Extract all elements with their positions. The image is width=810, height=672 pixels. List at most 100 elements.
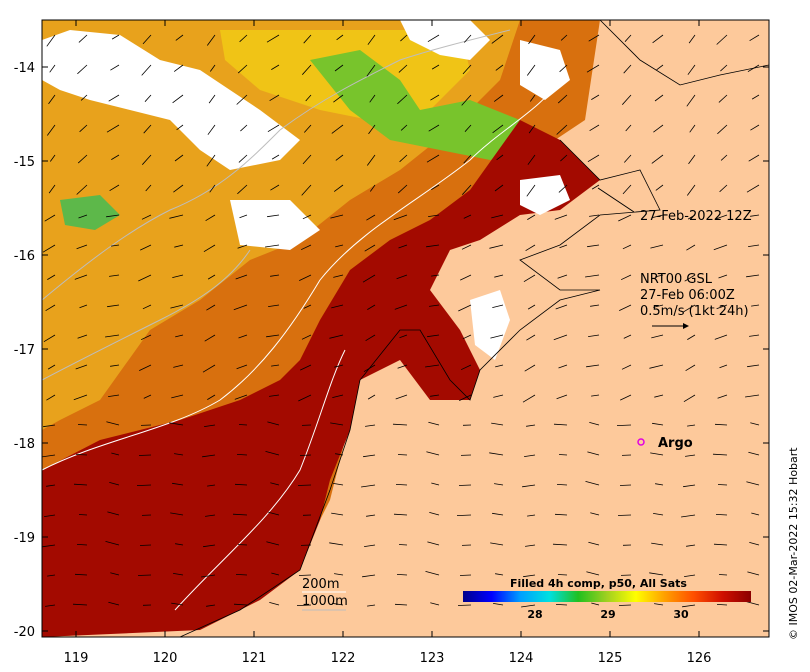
colorbar [463,591,751,602]
wind-arrow [620,274,632,281]
wind-arrow [207,394,216,400]
wind-arrow [76,184,88,195]
wind-arrow [656,64,664,71]
wind-arrow [176,124,184,131]
wind-arrow [239,214,248,219]
wind-arrow [619,484,632,486]
wind-arrow [591,94,600,100]
wind-arrow [80,94,88,101]
wind-arrow [492,512,504,516]
wind-arrow [553,423,568,426]
wind-arrow [47,274,56,280]
wind-arrow [428,214,440,217]
wind-arrow [559,244,568,249]
wind-arrow [489,244,504,249]
wind-arrow [590,304,600,307]
wind-arrow [429,512,440,516]
wind-arrow [235,274,248,280]
contour-1000m [42,29,511,381]
wind-arrow [330,422,344,426]
x-tick-label: 121 [242,651,267,666]
wind-arrow [174,154,184,162]
wind-arrow [369,184,376,192]
wind-arrow [42,454,56,458]
x-axis: 119 120 121 122 123 124 125 126 [64,20,711,666]
wind-arrow [48,94,56,105]
wind-arrow [493,94,504,102]
wind-arrow [265,244,280,248]
wind-arrow [558,184,568,193]
wind-arrow [588,541,600,546]
wind-arrow [145,184,152,192]
wind-arrow [207,274,216,280]
wind-arrow [464,34,472,43]
sst-field-hot [42,120,600,637]
wind-arrow [654,603,664,606]
wind-arrow [746,481,760,486]
wind-arrow [749,334,760,337]
wind-arrow [651,334,664,339]
wind-arrow [462,334,472,340]
wind-arrow [204,334,216,342]
x-tick-label: 122 [331,651,356,666]
wind-arrow [42,244,56,253]
y-tick-label: -14 [14,61,35,76]
credit-text: © IMOS 02-Mar-2022 15:32 Hobart [787,447,800,640]
wind-arrow [138,454,152,456]
wind-arrow [527,154,536,165]
wind-arrow [296,604,312,606]
wind-arrow [526,334,536,341]
wind-arrow [430,94,440,101]
argo-float-marker [637,438,645,446]
wind-arrow [398,544,408,546]
wind-arrow [652,214,664,218]
wind-arrow [399,334,408,339]
wind-arrow [717,394,728,399]
wind-arrow [362,574,376,578]
wind-arrow [714,334,728,340]
wind-arrow [398,64,408,73]
wind-arrow [588,334,600,337]
wind-arrow [463,154,472,164]
wind-arrow [75,454,88,456]
wind-arrow [558,364,568,369]
wind-arrow [683,394,696,403]
wind-arrow [329,334,344,339]
wind-arrow [425,571,440,576]
wind-arrow [717,124,728,135]
wind-arrow [108,94,120,102]
wind-arrow [398,244,408,249]
wind-arrow [556,124,568,135]
wind-arrow [203,544,216,548]
coastline [179,20,769,637]
wind-arrow [46,484,56,487]
wind-arrow [202,364,216,373]
wind-arrow [333,483,344,486]
wind-arrow [622,94,632,105]
wind-arrow [587,154,600,163]
wind-arrow [271,154,280,160]
wind-arrow [491,34,504,44]
wind-arrow [431,482,440,486]
wind-arrow [494,184,504,192]
wind-arrow [174,244,184,248]
y-tick-label: -16 [14,249,35,264]
wind-arrow [557,574,568,576]
wind-arrow [493,603,504,606]
wind-arrow [300,244,312,251]
wind-arrow [364,544,376,547]
wind-arrow [108,601,120,606]
wind-arrow [650,244,664,249]
wind-arrow [655,274,664,278]
wind-arrow [687,214,696,220]
wind-arrow [617,514,632,516]
wind-arrow [716,604,728,606]
wind-time-label: 27-Feb 06:00Z [640,288,735,303]
y-tick-label: -19 [14,531,35,546]
wind-arrow [240,124,248,132]
wind-arrow [232,513,248,516]
wind-arrow [750,422,760,426]
wind-arrow [719,184,728,193]
wind-arrow [141,214,152,220]
wind-arrow [209,64,216,72]
